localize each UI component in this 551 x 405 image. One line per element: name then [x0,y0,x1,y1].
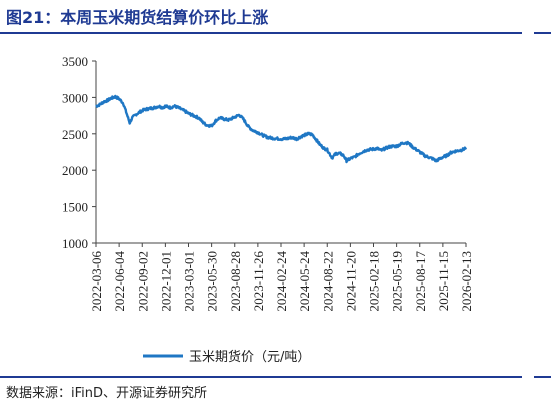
x-tick-label: 2025-05-19 [390,251,405,312]
series-layer [95,94,468,164]
x-tick-label: 2023-11-26 [251,251,266,312]
legend-label: 玉米期货价（元/吨） [189,349,310,365]
x-tick-label: 2022-03-06 [89,251,104,312]
y-tick-label: 2500 [62,127,88,142]
x-tick-label: 2023-05-30 [205,251,220,312]
x-tick-labels: 2022-03-06 2022-06-04 2022-09-02 2022-12-01… [89,251,474,312]
top-rule [0,32,522,34]
y-tick-label: 1500 [62,200,88,215]
x-tick-label: 2025-11-15 [436,251,451,311]
series-line-corn-futures-price [95,94,468,164]
x-tick-label: 2024-08-22 [320,251,335,312]
x-tick-label: 2024-05-24 [297,251,312,312]
x-tick-label: 2022-12-01 [158,251,173,312]
y-tick-label: 1000 [62,236,88,251]
y-tick-label: 3500 [62,54,88,69]
chart-axes [92,60,467,247]
x-tick-label: 2023-03-01 [182,251,197,312]
x-tick-label: 2026-02-13 [459,251,474,312]
x-tick-label: 2022-06-04 [112,251,127,312]
bottom-rule-right [534,376,551,378]
top-rule-right [534,32,551,34]
figure-title: 图21：本周玉米期货结算价环比上涨 [6,8,269,27]
x-tick-label: 2022-09-02 [135,251,150,312]
bottom-rule [0,376,522,378]
y-tick-label: 3000 [62,90,88,105]
source-note: 数据来源：iFinD、开源证券研究所 [6,386,208,401]
x-tick-label: 2025-02-18 [367,251,382,312]
x-tick-label: 2024-11-20 [343,251,358,311]
x-tick-label: 2023-08-28 [228,251,243,312]
legend: 玉米期货价（元/吨） [143,349,310,365]
y-tick-label: 2000 [62,163,88,178]
y-tick-labels: 1000 1500 2000 2500 3000 3500 [62,54,88,251]
x-tick-label: 2024-02-24 [274,251,289,312]
x-tick-label: 2025-08-17 [413,251,428,312]
